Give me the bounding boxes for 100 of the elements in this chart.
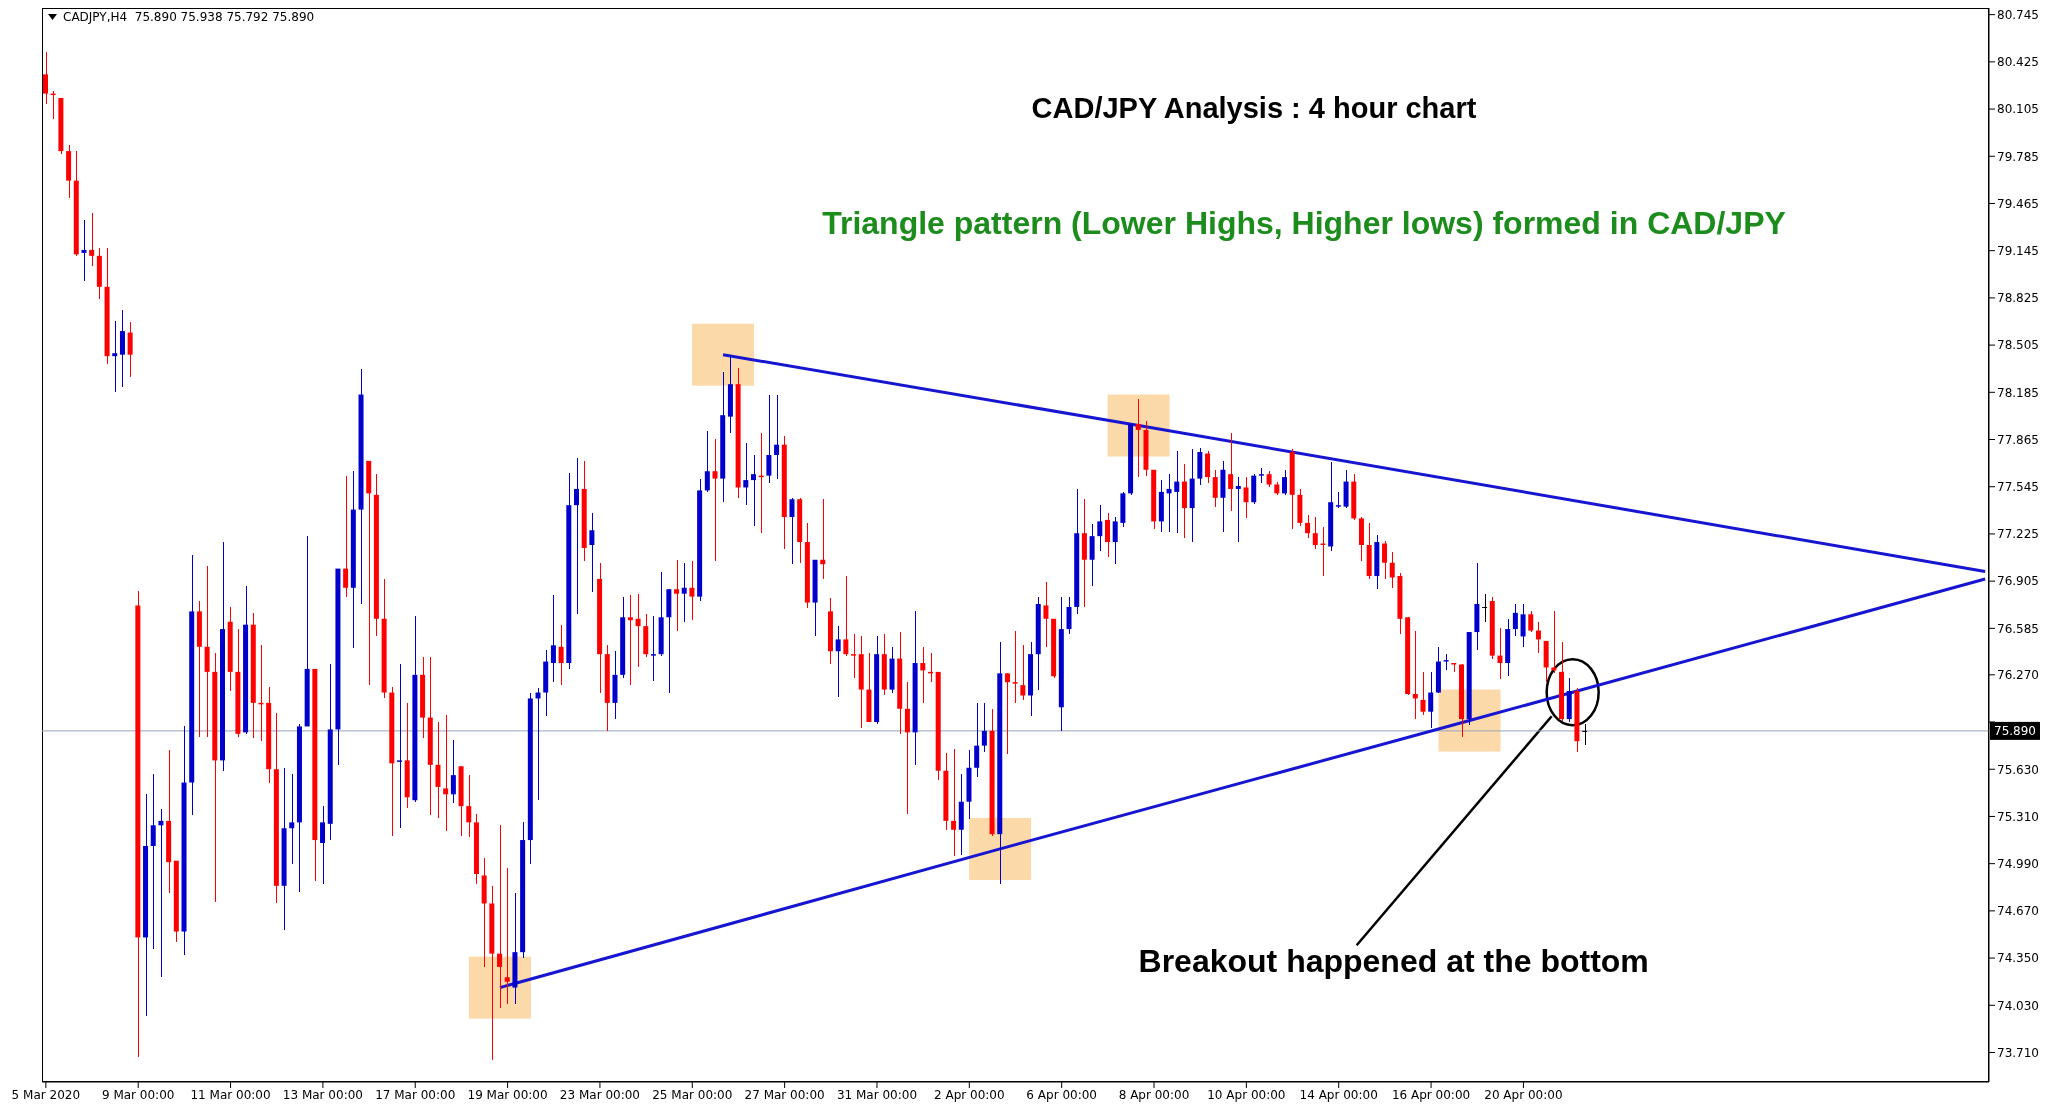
y-tick-label: 74.990 [1997, 856, 2039, 871]
candlestick [766, 393, 772, 484]
text: Triangle pattern (Lower Highs, Higher lows) formed in CAD/JPY [822, 205, 1786, 242]
candlestick [1382, 539, 1388, 580]
ref-line-label: 75.890 [1994, 724, 2036, 739]
candlestick [1066, 595, 1072, 635]
candlestick [743, 442, 749, 506]
x-tick-label: 23 Mar 00:00 [559, 1087, 640, 1102]
text: CAD/JPY Analysis : 4 hour chart [1031, 92, 1477, 125]
y-tick-label: 78.825 [1997, 291, 2039, 306]
y-tick-label: 75.630 [1997, 762, 2039, 777]
candlestick [1428, 671, 1434, 729]
candlestick [689, 560, 695, 621]
candlestick [627, 594, 633, 686]
candlestick [558, 623, 564, 686]
candlestick [1412, 629, 1418, 720]
candlestick [158, 808, 164, 979]
candlestick [435, 721, 441, 819]
candlestick [1243, 476, 1249, 520]
candlestick [1497, 626, 1503, 680]
candlestick [904, 681, 910, 815]
candlestick [81, 219, 87, 282]
y-tick-label: 76.270 [1997, 668, 2039, 683]
x-tick-label: 27 Mar 00:00 [744, 1087, 825, 1102]
y-tick-label: 79.145 [1997, 243, 2039, 258]
candlestick [150, 772, 156, 950]
candlestick [1535, 620, 1541, 654]
y-tick-label: 79.465 [1997, 196, 2039, 211]
candlestick [450, 738, 456, 804]
candlestick [289, 772, 295, 865]
y-tick-label: 77.865 [1997, 432, 2039, 447]
candlestick [397, 663, 402, 829]
candlestick [712, 438, 718, 562]
candlestick [443, 713, 449, 832]
x-tick-label: 31 Mar 00:00 [836, 1087, 918, 1102]
x-tick-label: 5 Mar 2020 [11, 1087, 81, 1102]
candlestick [504, 867, 510, 1005]
y-tick-label: 78.505 [1997, 338, 2039, 353]
x-tick-label: 16 Apr 00:00 [1391, 1087, 1471, 1102]
y-tick-label: 74.030 [1997, 998, 2039, 1013]
candlestick [774, 393, 780, 480]
y-tick-label: 73.710 [1997, 1045, 2039, 1060]
candlestick [1212, 469, 1218, 508]
y-tick-label: 78.185 [1997, 385, 2039, 400]
candlestick [851, 632, 857, 679]
y-tick-label: 80.425 [1997, 55, 2039, 70]
candlestick [1043, 581, 1049, 648]
candlestick [1228, 432, 1234, 512]
candlestick [1582, 723, 1588, 747]
candlestick [1312, 516, 1318, 551]
annotation: Breakout happened at the bottom [1138, 943, 1649, 980]
candlestick [550, 594, 556, 683]
candlestick [1012, 629, 1018, 704]
candlestick [1305, 514, 1311, 539]
candlestick [674, 559, 680, 632]
candlestick [1282, 469, 1287, 496]
y-tick-label: 74.670 [1997, 904, 2039, 919]
x-tick-label: 10 Apr 00:00 [1207, 1087, 1286, 1102]
x-tick-label: 9 Mar 00:00 [101, 1087, 175, 1102]
y-tick-label: 77.545 [1997, 479, 2039, 494]
candlestick [650, 615, 656, 682]
candlestick [974, 702, 980, 778]
x-tick-label: 6 Apr 00:00 [1026, 1087, 1097, 1102]
candlestick [1135, 398, 1141, 478]
candlestick [497, 824, 503, 1009]
candlestick [1512, 603, 1518, 638]
y-tick-label: 77.225 [1997, 527, 2039, 542]
candlestick [820, 498, 826, 580]
candlestick [1097, 504, 1103, 552]
candlestick [635, 592, 641, 669]
x-tick-label: 8 Apr 00:00 [1118, 1087, 1190, 1102]
x-tick-label: 11 Mar 00:00 [190, 1087, 271, 1102]
candlestick [1551, 610, 1557, 675]
candlestick [320, 805, 326, 886]
candlestick [343, 474, 349, 598]
candlestick [574, 457, 579, 616]
y-tick-label: 79.785 [1997, 149, 2039, 164]
y-tick-label: 80.745 [1997, 7, 2039, 22]
candlestick [1105, 511, 1110, 558]
candlestick [1174, 449, 1180, 534]
candlestick [43, 51, 48, 105]
candlestick [920, 646, 926, 704]
x-tick-label: 2 Apr 00:00 [934, 1087, 1005, 1102]
candlestick [89, 212, 95, 267]
candlestick [112, 320, 118, 393]
x-tick-label: 25 Mar 00:00 [652, 1087, 733, 1102]
annotation: CADJPY,H4 75.890 75.938 75.792 75.890 [63, 10, 315, 24]
candlestick [1420, 671, 1426, 716]
candlestick [589, 511, 595, 593]
candlestick [981, 702, 987, 753]
y-tick-label: 76.905 [1997, 574, 2039, 589]
candlestick [789, 497, 795, 565]
line-series [498, 577, 1987, 990]
candlestick [1520, 603, 1526, 648]
candlestick [951, 747, 957, 858]
y-tick-label: 76.585 [1997, 621, 2039, 636]
candlestick [704, 430, 710, 493]
candlestick [119, 309, 125, 388]
y-tick-label: 74.350 [1997, 951, 2039, 966]
y-tick-label: 75.310 [1997, 809, 2039, 824]
